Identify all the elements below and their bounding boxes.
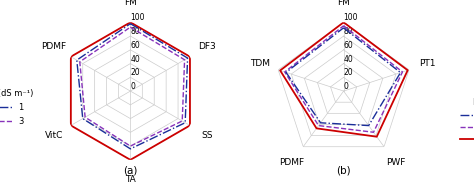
- Legend: 2:1, 1:1, 1:2: 2:1, 1:1, 1:2: [457, 95, 474, 148]
- Title: (a): (a): [123, 166, 137, 176]
- Title: (b): (b): [336, 166, 351, 176]
- Legend: 1, 3: 1, 3: [0, 86, 36, 129]
